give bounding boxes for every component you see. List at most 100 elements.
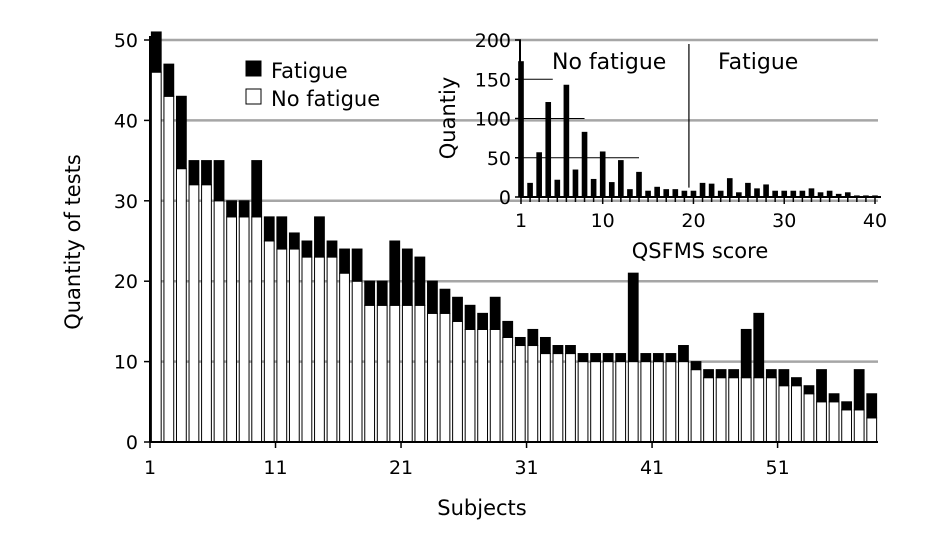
- bar-fatigue-17: [351, 248, 363, 282]
- bar-fatigue-7: [226, 200, 237, 218]
- inset-x-tick-label-1: 1: [515, 210, 527, 232]
- inset-bar-18: [672, 189, 679, 197]
- bar-fatigue-40: [640, 353, 652, 363]
- inset-x-axis-title: QSFMS score: [632, 239, 769, 263]
- bar-fatigue-6: [213, 160, 225, 202]
- x-tick-label-51: 51: [765, 457, 789, 479]
- bar-no-fatigue-27: [477, 328, 489, 443]
- inset-y-tick-label-200: 200: [475, 30, 511, 52]
- y-tick-label-50: 50: [114, 30, 138, 52]
- legend-no-fatigue-label: No fatigue: [271, 87, 380, 111]
- bar-no-fatigue-37: [602, 361, 614, 443]
- bar-fatigue-46: [715, 369, 727, 379]
- legend-no-fatigue-swatch: [245, 88, 262, 105]
- bar-fatigue-23: [427, 280, 438, 314]
- bar-no-fatigue-26: [464, 328, 476, 443]
- inset-bar-10: [599, 151, 606, 197]
- bar-no-fatigue-4: [188, 184, 200, 443]
- bar-no-fatigue-56: [841, 409, 853, 443]
- bar-fatigue-2: [163, 63, 175, 97]
- bar-fatigue-18: [364, 280, 376, 306]
- bar-fatigue-52: [791, 377, 802, 387]
- inset-bar-25: [736, 192, 742, 197]
- inset-bar-6: [563, 84, 570, 197]
- legend-fatigue-swatch: [245, 60, 262, 77]
- bar-fatigue-42: [665, 353, 677, 363]
- bar-fatigue-31: [527, 328, 539, 347]
- bar-no-fatigue-49: [753, 377, 765, 443]
- bar-no-fatigue-58: [866, 417, 878, 443]
- inset-bar-32: [799, 190, 806, 197]
- bar-fatigue-28: [489, 296, 501, 330]
- inset-y-tick-label-150: 150: [475, 69, 511, 91]
- bar-fatigue-36: [590, 353, 601, 363]
- main-bars: [150, 31, 878, 443]
- inset-y-tick-label-100: 100: [475, 109, 511, 131]
- bar-no-fatigue-55: [828, 401, 840, 443]
- bar-no-fatigue-5: [201, 184, 212, 443]
- bar-fatigue-14: [314, 216, 325, 258]
- bar-fatigue-15: [326, 240, 338, 258]
- inset-bar-33: [808, 188, 815, 197]
- bar-fatigue-4: [188, 160, 200, 186]
- bar-fatigue-1: [150, 31, 162, 73]
- bar-no-fatigue-48: [740, 377, 752, 443]
- bar-no-fatigue-29: [502, 336, 514, 443]
- bar-fatigue-35: [577, 353, 589, 363]
- inset-bars: [518, 61, 878, 197]
- bar-no-fatigue-7: [226, 216, 237, 443]
- bar-no-fatigue-9: [251, 216, 263, 443]
- y-axis-title: Quantity of tests: [61, 154, 85, 330]
- bar-fatigue-51: [778, 369, 790, 387]
- bar-no-fatigue-13: [301, 256, 313, 443]
- x-tick-label-31: 31: [514, 457, 538, 479]
- inset-bar-15: [645, 190, 651, 197]
- bar-fatigue-57: [853, 369, 865, 411]
- bar-fatigue-10: [263, 216, 275, 242]
- x-tick-label-1: 1: [144, 457, 156, 479]
- inset-bar-13: [627, 189, 633, 197]
- y-tick-label-0: 0: [126, 432, 138, 454]
- inset-bar-23: [717, 190, 724, 197]
- bar-no-fatigue-36: [590, 361, 601, 443]
- bar-fatigue-37: [602, 353, 614, 363]
- bar-no-fatigue-25: [452, 320, 463, 443]
- legend-fatigue-label: Fatigue: [271, 59, 348, 83]
- y-tick-label-30: 30: [114, 191, 138, 213]
- inset-bar-30: [781, 190, 788, 197]
- inset-x-tick-label-30: 30: [772, 210, 796, 232]
- bar-fatigue-55: [828, 393, 840, 403]
- inset-bar-22: [708, 183, 715, 197]
- inset-bar-20: [690, 190, 697, 197]
- bar-fatigue-16: [339, 248, 350, 274]
- inset-bar-28: [763, 184, 769, 197]
- bar-no-fatigue-1: [150, 71, 162, 443]
- bar-fatigue-22: [414, 256, 426, 306]
- bar-no-fatigue-10: [263, 240, 275, 443]
- bar-no-fatigue-40: [640, 361, 652, 443]
- region-label-no-fatigue: No fatigue: [552, 50, 666, 75]
- bar-fatigue-3: [175, 95, 187, 170]
- bar-no-fatigue-30: [514, 345, 526, 443]
- bar-fatigue-53: [803, 385, 815, 395]
- inset-bar-4: [545, 102, 552, 197]
- x-tick-label-41: 41: [640, 457, 664, 479]
- bar-no-fatigue-45: [703, 377, 714, 443]
- bar-fatigue-58: [866, 393, 878, 419]
- bar-no-fatigue-44: [690, 369, 702, 443]
- bar-no-fatigue-18: [364, 304, 376, 443]
- inset-bar-36: [835, 193, 842, 197]
- inset-bar-16: [654, 186, 660, 197]
- bar-fatigue-39: [627, 272, 639, 363]
- bar-fatigue-44: [690, 361, 702, 371]
- bar-fatigue-27: [477, 312, 489, 330]
- bar-no-fatigue-23: [427, 312, 438, 443]
- bar-no-fatigue-43: [678, 361, 689, 443]
- inset-y-tick-label-50: 50: [487, 148, 511, 170]
- bar-fatigue-50: [765, 369, 777, 379]
- bar-fatigue-9: [251, 160, 263, 218]
- bar-no-fatigue-42: [665, 361, 677, 443]
